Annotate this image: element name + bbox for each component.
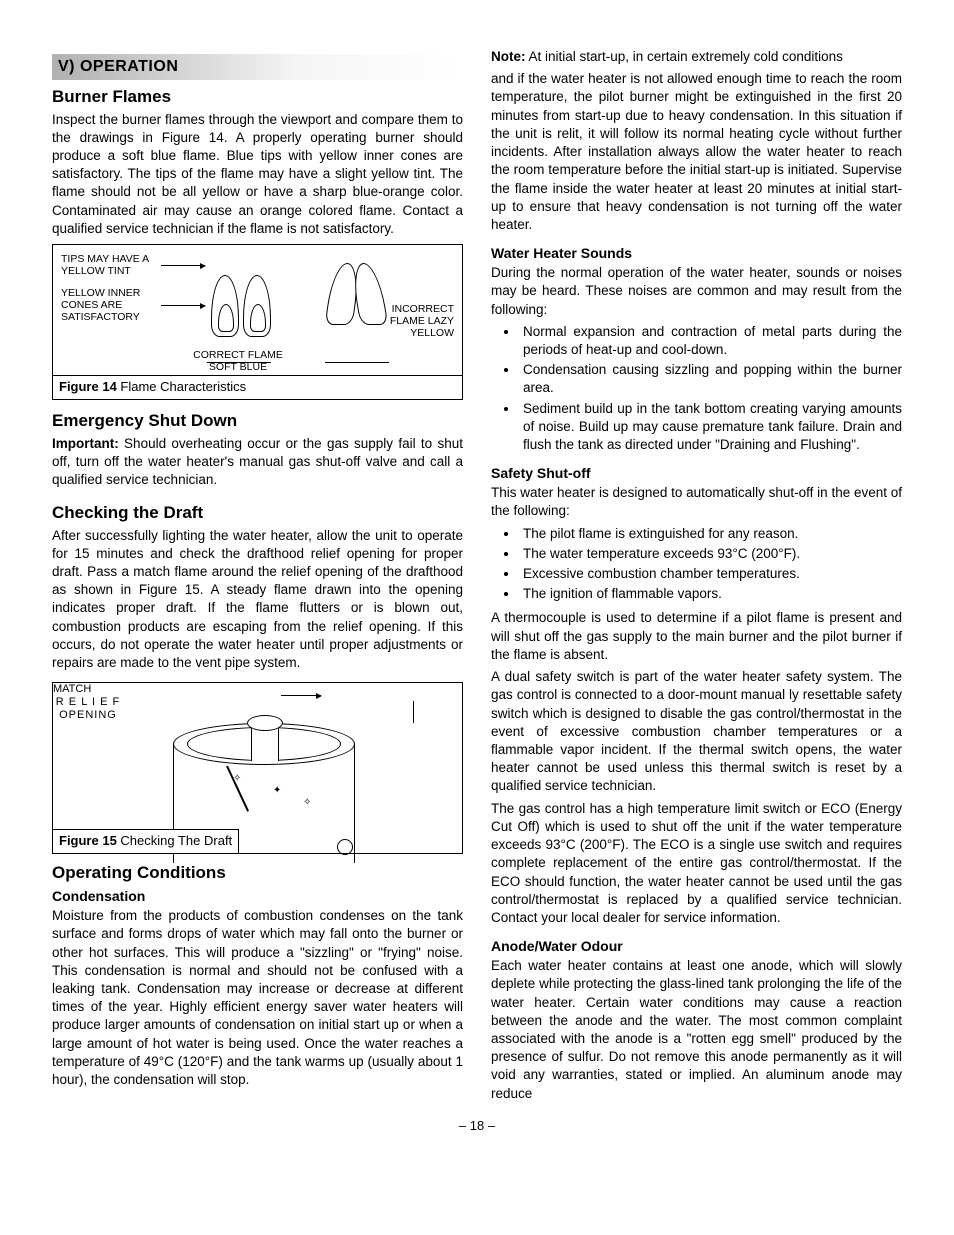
fig14-flame-correct (243, 275, 271, 337)
para-emergency: Important: Should overheating occur or t… (52, 435, 463, 490)
para-safety-1: A thermocouple is used to determine if a… (491, 609, 902, 664)
list-item: Excessive combustion chamber temperature… (519, 565, 902, 583)
fig15-label-relief: R E L I E F OPENING (53, 696, 123, 721)
fig14-base (207, 362, 271, 369)
para-safety-intro: This water heater is designed to automat… (491, 484, 902, 520)
para-condensation-2: and if the water heater is not allowed e… (491, 70, 902, 234)
list-safety: The pilot flame is extinguished for any … (491, 525, 902, 604)
fig14-caption: Figure 14 Flame Characteristics (53, 375, 462, 399)
para-burner-flames: Inspect the burner flames through the vi… (52, 111, 463, 239)
list-item: The ignition of flammable vapors. (519, 585, 902, 603)
fig14-flame-correct (211, 275, 239, 337)
para-safety-2: A dual safety switch is part of the wate… (491, 668, 902, 796)
fig15-arrow (281, 695, 321, 696)
heading-operating-conditions: Operating Conditions (52, 862, 463, 885)
figure-15: MATCH R E L I E F OPENING ✧ ✦ ✧ Figure 1… (52, 682, 463, 854)
list-item: Sediment build up in the tank bottom cre… (519, 400, 902, 455)
fig14-base (325, 362, 389, 369)
fig15-caption: Figure 15 Checking The Draft (53, 829, 239, 853)
heading-emergency: Emergency Shut Down (52, 410, 463, 433)
para-anode: Each water heater contains at least one … (491, 957, 902, 1103)
para-condensation-note: Note: At initial start-up, in certain ex… (491, 48, 902, 66)
heading-sounds: Water Heater Sounds (491, 244, 902, 263)
list-sounds: Normal expansion and contraction of meta… (491, 323, 902, 455)
fig15-label-match: MATCH (53, 683, 462, 696)
heading-condensation: Condensation (52, 887, 463, 906)
section-header: V) OPERATION (52, 54, 463, 80)
fig14-arrow (161, 265, 205, 266)
fig14-flame-incorrect (350, 263, 389, 325)
fig14-arrow (161, 305, 205, 306)
figure-14: TIPS MAY HAVE A YELLOW TINT YELLOW INNER… (52, 244, 463, 400)
page-number: – 18 – (52, 1117, 902, 1135)
list-item: The pilot flame is extinguished for any … (519, 525, 902, 543)
fig15-leader (413, 701, 414, 723)
heading-anode: Anode/Water Odour (491, 937, 902, 956)
para-sounds-intro: During the normal operation of the water… (491, 264, 902, 319)
fig14-label-tips: TIPS MAY HAVE A YELLOW TINT (61, 253, 161, 277)
heading-burner-flames: Burner Flames (52, 86, 463, 109)
para-draft: After successfully lighting the water he… (52, 527, 463, 673)
list-item: Normal expansion and contraction of meta… (519, 323, 902, 359)
para-safety-3: The gas control has a high temperature l… (491, 800, 902, 928)
para-condensation-1: Moisture from the products of combustion… (52, 907, 463, 1089)
fig14-label-incorrect: INCORRECT FLAME LAZY YELLOW (374, 303, 454, 339)
fig14-label-inner: YELLOW INNER CONES ARE SATISFACTORY (61, 287, 161, 323)
heading-safety-shutoff: Safety Shut-off (491, 464, 902, 483)
list-item: The water temperature exceeds 93°C (200°… (519, 545, 902, 563)
list-item: Condensation causing sizzling and poppin… (519, 361, 902, 397)
heading-draft: Checking the Draft (52, 502, 463, 525)
